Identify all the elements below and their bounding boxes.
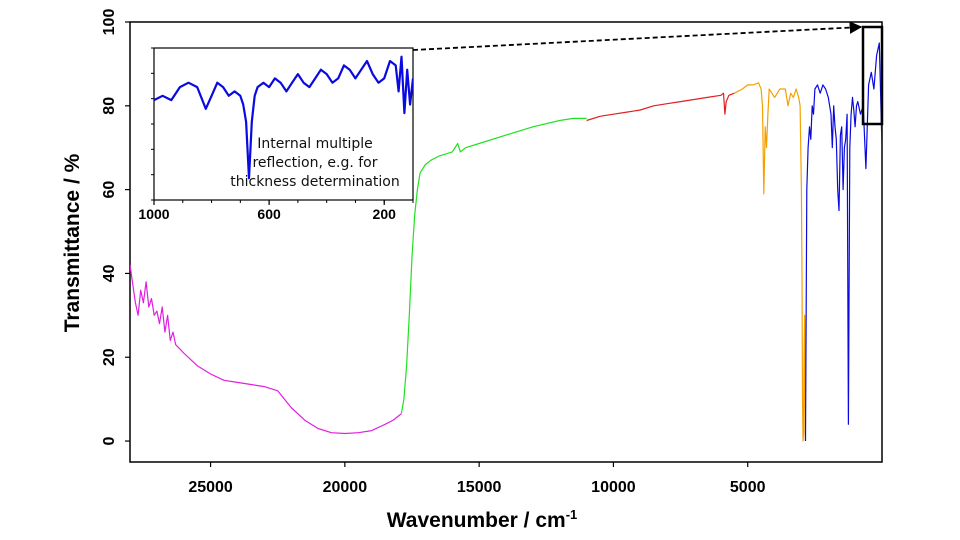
main-y-tick-label: 40 — [101, 264, 118, 282]
inset-x-tick-label: 1000 — [138, 206, 169, 222]
annotation-line-2: reflection, e.g. for — [252, 155, 377, 171]
main-x-tick-label: 10000 — [591, 479, 636, 496]
inset-plot-area — [153, 47, 414, 201]
main-series-line-1 — [130, 264, 402, 435]
main-x-tick-label: 5000 — [730, 479, 766, 496]
main-series-line-3 — [586, 92, 735, 122]
main-axis-ticks: 25000 20000 15000 10000 5000 0 20 40 60 80 100 — [101, 9, 766, 496]
x-axis-title-superscript: -1 — [566, 507, 578, 522]
main-y-tick-label: 100 — [101, 9, 118, 36]
inset-x-tick-label: 200 — [373, 206, 397, 222]
main-x-tick-label: 20000 — [323, 479, 368, 496]
inset-x-tick-label: 600 — [257, 206, 281, 222]
main-y-tick-label: 20 — [101, 348, 118, 366]
main-x-tick-label: 25000 — [188, 479, 233, 496]
main-y-tick-label: 60 — [101, 181, 118, 199]
main-series-line-4 — [734, 82, 807, 442]
y-axis-title: Transmittance / % — [61, 153, 84, 332]
x-axis-title: Wavenumber / cm-1 — [387, 507, 578, 532]
annotation-line-1: Internal multiple — [257, 136, 373, 152]
inset-series-line-1 — [154, 55, 413, 180]
annotation-line-3: thickness determination — [230, 174, 400, 190]
inset-series-group — [154, 55, 413, 180]
x-axis-title-text: Wavenumber / cm — [387, 509, 566, 532]
main-series-line-2 — [400, 117, 587, 414]
main-x-tick-label: 15000 — [457, 479, 502, 496]
zoom-connector-arrow — [412, 21, 863, 51]
main-y-tick-label: 0 — [101, 437, 118, 446]
main-y-tick-label: 80 — [101, 97, 118, 115]
zoom-region-box — [861, 25, 884, 126]
inset-axis-ticks: 1000 600 200 — [138, 47, 414, 222]
